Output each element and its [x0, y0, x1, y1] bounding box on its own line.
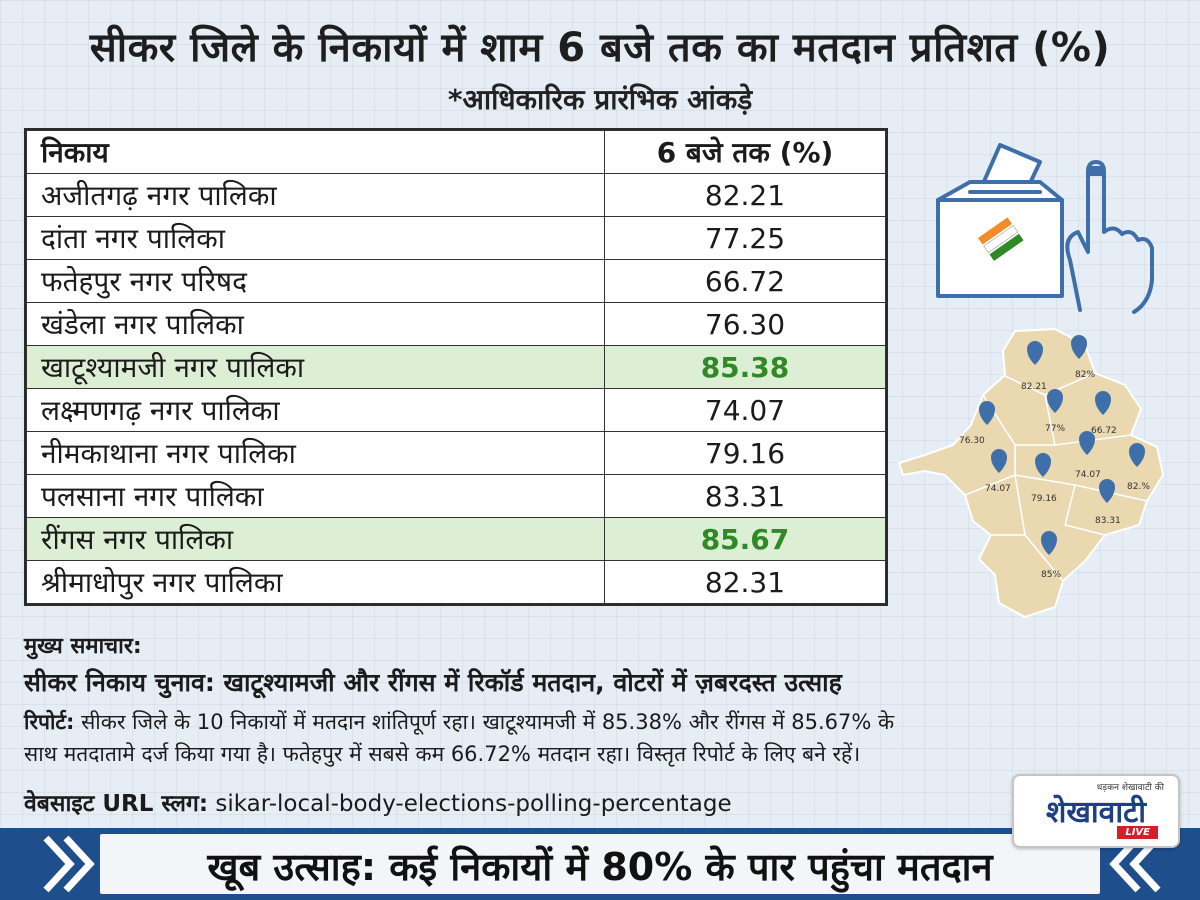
row-name: नीमकाथाना नगर पालिका	[26, 431, 605, 475]
row-value: 74.07	[604, 388, 886, 432]
map-label: 83.31	[1095, 516, 1121, 526]
news-heading: मुख्य समाचार:	[24, 634, 142, 659]
table-row: खंडेला नगर पालिका 76.30	[26, 302, 886, 346]
report-line-1: सीकर जिले के 10 निकायों में मतदान शांतिप…	[74, 710, 895, 734]
banner-text: खूब उत्साह: कई निकायों में 80% के पार पह…	[207, 845, 993, 889]
table-row: लक्ष्मणगढ़ नगर पालिका 74.07	[26, 388, 886, 432]
url-slug-line: वेबसाइट URL स्लग: sikar-local-body-elect…	[24, 786, 732, 818]
news-headline: सीकर निकाय चुनाव: खाटूश्यामजी और रींगस म…	[24, 668, 842, 697]
table-row-highlighted: रींगस नगर पालिका 85.67	[26, 517, 886, 561]
district-map: 82.21 82% 77% 66.72 76.30 74.07 74.07 79…	[897, 327, 1165, 619]
column-header-name: निकाय	[26, 130, 605, 174]
map-label: 82%	[1075, 370, 1095, 380]
banner-panel	[100, 834, 1100, 894]
row-name: पलसाना नगर पालिका	[26, 474, 605, 518]
row-name: दांता नगर पालिका	[26, 216, 605, 260]
report-line-2: साथ मतदातामे दर्ज किया गया है। फतेहपुर म…	[24, 742, 861, 766]
row-value: 83.31	[604, 474, 886, 518]
row-name: अजीतगढ़ नगर पालिका	[26, 173, 605, 217]
map-label: 82.21	[1021, 382, 1047, 392]
row-value: 66.72	[604, 259, 886, 303]
row-name: खाटूश्यामजी नगर पालिका	[26, 345, 605, 389]
table-row: दांता नगर पालिका 77.25	[26, 216, 886, 260]
live-badge: LIVE	[1117, 826, 1158, 839]
map-label: 76.30	[959, 436, 985, 446]
row-value: 82.21	[604, 173, 886, 217]
row-name: रींगस नगर पालिका	[26, 517, 605, 561]
row-value: 79.16	[604, 431, 886, 475]
row-name: फतेहपुर नगर परिषद	[26, 259, 605, 303]
brand-logo: धड़कन शेखावाटी की शेखावाटी LIVE	[1012, 774, 1180, 848]
row-name: लक्ष्मणगढ़ नगर पालिका	[26, 388, 605, 432]
report-label: रिपोर्ट:	[24, 710, 75, 734]
table-row: अजीतगढ़ नगर पालिका 82.21	[26, 173, 886, 217]
row-value: 77.25	[604, 216, 886, 260]
row-value: 85.67	[604, 517, 886, 561]
row-value: 82.31	[604, 560, 886, 604]
map-label: 79.16	[1031, 494, 1057, 504]
logo-tagline: धड़कन शेखावाटी की	[1096, 783, 1164, 793]
bottom-banner: खूब उत्साह: कई निकायों में 80% के पार पह…	[0, 828, 1200, 900]
table-row: श्रीमाधोपुर नगर पालिका 82.31	[26, 560, 886, 604]
table-header-row: निकाय 6 बजे तक (%)	[26, 130, 886, 174]
map-label: 74.07	[985, 484, 1011, 494]
table-row: पलसाना नगर पालिका 83.31	[26, 474, 886, 518]
map-label: 74.07	[1075, 470, 1101, 480]
news-report: रिपोर्ट: सीकर जिले के 10 निकायों में मतद…	[24, 706, 1184, 770]
map-label: 82.%	[1127, 482, 1150, 492]
page-subtitle: *आधिकारिक प्रारंभिक आंकड़े	[447, 83, 753, 116]
url-label: वेबसाइट URL स्लग:	[24, 791, 209, 817]
polling-table: निकाय 6 बजे तक (%) अजीतगढ़ नगर पालिका 82…	[24, 128, 888, 606]
logo-name: शेखावाटी	[1045, 795, 1147, 830]
map-label: 77%	[1045, 424, 1065, 434]
column-header-value: 6 बजे तक (%)	[604, 130, 886, 174]
row-value: 85.38	[604, 345, 886, 389]
table-row-highlighted: खाटूश्यामजी नगर पालिका 85.38	[26, 345, 886, 389]
ballot-box-icon	[936, 143, 1154, 314]
row-name: श्रीमाधोपुर नगर पालिका	[26, 560, 605, 604]
url-value: sikar-local-body-elections-polling-perce…	[208, 791, 732, 817]
chevron-right-icon	[43, 835, 95, 893]
row-value: 76.30	[604, 302, 886, 346]
row-name: खंडेला नगर पालिका	[26, 302, 605, 346]
map-label: 66.72	[1091, 426, 1117, 436]
table-row: फतेहपुर नगर परिषद 66.72	[26, 259, 886, 303]
table-row: नीमकाथाना नगर पालिका 79.16	[26, 431, 886, 475]
page-title: सीकर जिले के निकायों में शाम 6 बजे तक का…	[89, 25, 1111, 71]
map-label: 85%	[1041, 570, 1061, 580]
map-outline	[897, 327, 1165, 619]
